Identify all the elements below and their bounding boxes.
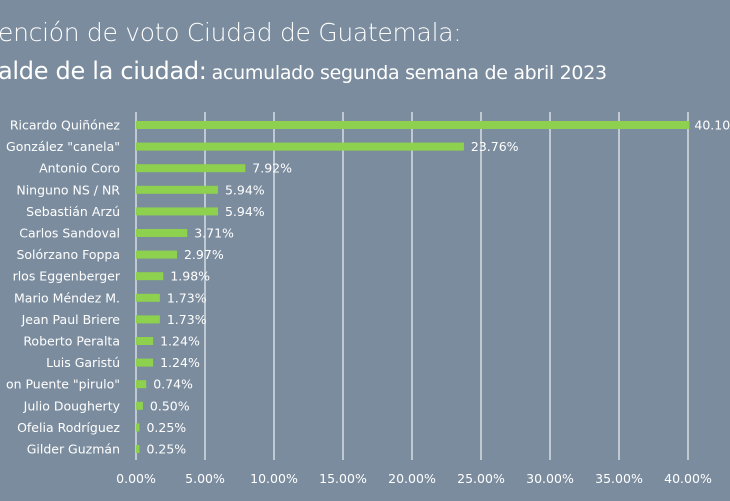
bar	[136, 401, 143, 410]
data-label: 1.98%	[170, 269, 210, 284]
data-label: 7.92%	[252, 161, 292, 176]
x-tick-label: 40.00%	[664, 471, 712, 486]
bar	[136, 315, 160, 324]
category-label: Julio Dougherty	[23, 398, 121, 413]
category-label: Ninguno NS / NR	[16, 182, 120, 197]
category-label: Ofelia Rodríguez	[17, 420, 120, 435]
data-label: 1.73%	[167, 290, 207, 305]
category-label: Antonio Coro	[39, 161, 120, 176]
data-label: 40.10	[694, 118, 730, 133]
chart-subtitle: alde de la ciudad: acumulado segunda sem…	[0, 57, 607, 85]
bar	[136, 272, 164, 281]
x-tick-label: 30.00%	[526, 471, 574, 486]
data-label: 0.50%	[150, 398, 190, 413]
data-label: 5.94%	[225, 204, 265, 219]
category-label: Ricardo Quiñónez	[10, 118, 121, 133]
bar	[136, 164, 246, 173]
data-label: 5.94%	[225, 182, 265, 197]
x-tick-label: 5.00%	[185, 471, 225, 486]
x-tick-label: 10.00%	[250, 471, 298, 486]
data-label: 2.97%	[184, 247, 224, 262]
bar	[136, 229, 188, 237]
category-label: Sebastián Arzú	[26, 204, 120, 219]
x-tick-label: 25.00%	[457, 471, 505, 486]
x-tick-label: 35.00%	[595, 471, 643, 486]
bar	[136, 380, 147, 389]
category-label: Jean Paul Briere	[21, 312, 121, 327]
bar	[136, 358, 154, 367]
subtitle-main: alde de la ciudad:	[0, 57, 207, 85]
chart-title: ención de voto Ciudad de Guatemala:	[0, 18, 462, 47]
data-label: 1.73%	[167, 312, 207, 327]
data-label: 0.74%	[153, 377, 193, 392]
category-label: Gilder Guzmán	[27, 442, 120, 457]
bar	[136, 207, 218, 216]
category-label: Mario Méndez M.	[14, 290, 120, 305]
category-label: rlos Eggenberger	[13, 269, 121, 284]
bar	[136, 142, 464, 151]
category-label: Luis Garistú	[46, 355, 120, 370]
data-label: 1.24%	[160, 355, 200, 370]
x-tick-label: 0.00%	[116, 471, 156, 486]
category-label: on Puente "pirulo"	[6, 377, 120, 392]
bar	[136, 185, 218, 194]
category-label: Carlos Sandoval	[19, 226, 120, 241]
category-label: González "canela"	[6, 139, 120, 154]
bar	[136, 293, 160, 302]
bar	[136, 250, 177, 259]
subtitle-detail: acumulado segunda semana de abril 2023	[211, 62, 607, 84]
category-label: Roberto Peralta	[23, 334, 120, 349]
bar	[136, 423, 140, 432]
data-label: 3.71%	[194, 226, 234, 241]
data-label: 23.76%	[471, 139, 519, 154]
bar	[136, 337, 154, 345]
category-label: Solórzano Foppa	[16, 247, 120, 262]
x-tick-label: 15.00%	[319, 471, 367, 486]
data-label: 1.24%	[160, 334, 200, 349]
bar	[136, 121, 690, 129]
bar	[136, 445, 140, 453]
x-tick-label: 20.00%	[388, 471, 436, 486]
data-label: 0.25%	[146, 442, 186, 457]
data-label: 0.25%	[146, 420, 186, 435]
